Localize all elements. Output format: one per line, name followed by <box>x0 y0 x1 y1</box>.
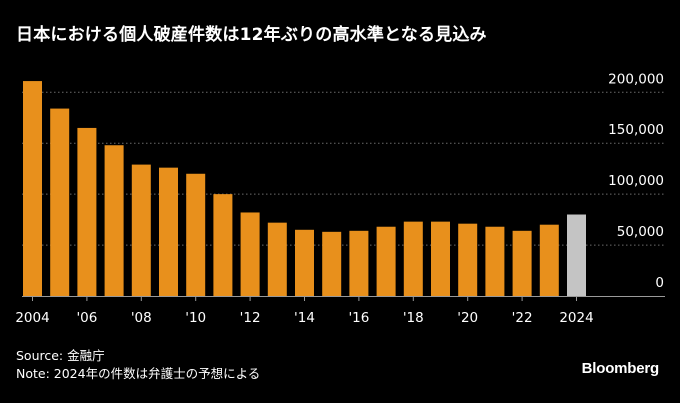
x-tick-label: '16 <box>348 310 369 326</box>
x-tick-label: 2024 <box>559 310 593 326</box>
bar <box>159 167 178 296</box>
chart-footer: Source: 金融庁 Note: 2024年の件数は弁護士の予想による <box>16 347 260 383</box>
bar <box>431 221 450 296</box>
bar <box>539 224 559 296</box>
y-tick-label: 200,000 <box>608 71 664 87</box>
bar <box>458 223 478 296</box>
bar <box>104 145 124 296</box>
bar <box>131 164 151 296</box>
chart-title: 日本における個人破産件数は12年ぶりの高水準となる見込み <box>16 25 487 45</box>
bar <box>376 226 396 296</box>
x-tick-label: 2004 <box>15 310 49 326</box>
bar <box>50 108 70 296</box>
bloomberg-logo: Bloomberg <box>581 360 660 377</box>
x-tick-label: '08 <box>131 310 152 326</box>
y-tick-label: 100,000 <box>608 173 664 189</box>
x-tick-label: '22 <box>512 310 533 326</box>
y-tick-label: 0 <box>655 275 664 291</box>
bar <box>267 222 287 296</box>
y-tick-label: 150,000 <box>608 122 664 138</box>
bar <box>567 214 586 296</box>
x-tick-label: '14 <box>294 310 315 326</box>
x-tick-label: '20 <box>457 310 478 326</box>
bar <box>322 231 342 296</box>
x-tick-label: '06 <box>76 310 97 326</box>
bar <box>23 81 42 296</box>
bar <box>186 173 206 296</box>
bar <box>295 229 314 296</box>
source-note: Source: 金融庁 <box>16 348 105 363</box>
footnote: Note: 2024年の件数は弁護士の予想による <box>16 366 261 381</box>
y-tick-label: 50,000 <box>617 224 664 240</box>
bar <box>349 230 369 296</box>
x-tick-label: '18 <box>403 310 424 326</box>
bar <box>77 127 97 296</box>
bar <box>240 212 260 296</box>
x-tick-label: '12 <box>240 310 261 326</box>
bar <box>485 226 505 296</box>
bar <box>512 230 532 296</box>
x-tick-label: '10 <box>185 310 206 326</box>
bar <box>213 194 233 296</box>
bar-chart: 0 50,000 100,000 150,000 200,000 2004 '06 '08 '1… <box>15 71 665 326</box>
bar <box>403 221 423 296</box>
